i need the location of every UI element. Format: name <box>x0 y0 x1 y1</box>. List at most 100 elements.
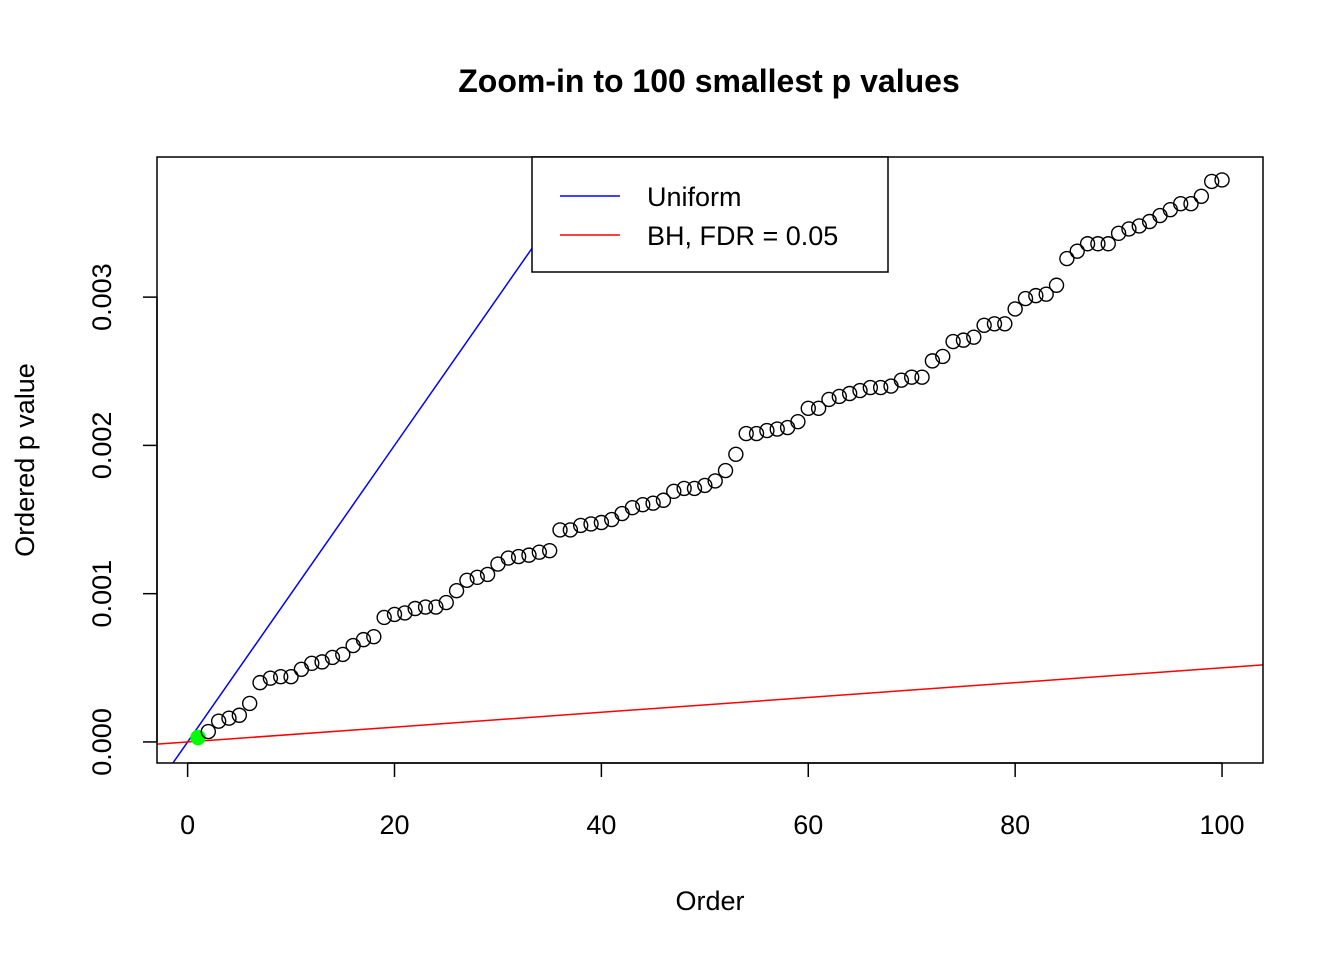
y-tick-label: 0.003 <box>87 263 117 331</box>
data-point <box>1152 207 1168 224</box>
data-point <box>1028 287 1044 304</box>
data-point <box>872 379 889 396</box>
data-point <box>304 655 320 672</box>
data-point <box>459 572 475 589</box>
data-point <box>1162 201 1179 218</box>
data-point <box>335 646 351 663</box>
x-tick-label: 20 <box>379 810 409 840</box>
y-tick-label: 0.000 <box>87 708 117 776</box>
data-point <box>355 631 372 648</box>
data-point <box>904 369 920 385</box>
data-point <box>593 514 610 531</box>
data-point <box>862 379 879 396</box>
data-point <box>728 446 744 462</box>
data-point <box>997 316 1013 332</box>
data-point <box>210 713 227 729</box>
data-point <box>366 628 382 645</box>
y-tick-label: 0.002 <box>87 412 117 480</box>
data-point <box>707 473 723 489</box>
data-point <box>624 499 641 516</box>
data-point <box>552 522 568 538</box>
data-point <box>345 637 361 654</box>
data-point <box>417 599 434 615</box>
data-point <box>324 649 341 666</box>
legend-box <box>531 156 889 273</box>
highlighted-point <box>190 729 206 746</box>
data-point <box>1183 196 1199 212</box>
data-point <box>759 422 775 439</box>
chart-title: Zoom-in to 100 smallest p values <box>458 63 959 99</box>
data-point <box>376 609 392 626</box>
data-point <box>273 669 289 685</box>
data-point <box>221 710 237 726</box>
data-point <box>1059 250 1075 267</box>
data-point <box>1172 196 1189 212</box>
data-point <box>1007 301 1023 317</box>
data-point <box>645 495 661 511</box>
data-point <box>966 329 982 345</box>
data-point <box>1048 277 1065 293</box>
data-point <box>955 332 972 348</box>
data-point <box>583 516 599 532</box>
data-point <box>686 480 703 497</box>
data-point <box>283 669 299 685</box>
data-point <box>779 419 796 436</box>
data-point <box>562 522 579 538</box>
data-point <box>1079 236 1096 252</box>
data-point <box>1203 173 1220 190</box>
data-point <box>831 388 848 405</box>
data-point <box>1017 290 1034 307</box>
data-point <box>293 661 310 677</box>
data-point <box>924 353 941 369</box>
data-point <box>490 556 506 572</box>
x-tick-label: 80 <box>1000 810 1030 840</box>
data-point <box>883 378 899 394</box>
legend-label-uniform: Uniform <box>647 182 742 212</box>
data-point <box>200 723 217 740</box>
data-point <box>769 421 785 437</box>
data-point <box>635 497 651 513</box>
data-point <box>1121 221 1137 237</box>
data-point <box>469 569 485 586</box>
y-axis-label: Ordered p value <box>10 363 40 557</box>
data-point <box>386 606 403 623</box>
x-tick-label: 40 <box>586 810 616 840</box>
x-tick-label: 60 <box>793 810 823 840</box>
data-point <box>986 316 1003 332</box>
data-point <box>1090 236 1106 252</box>
data-point <box>428 599 444 615</box>
data-point <box>841 385 858 402</box>
data-point <box>821 391 837 408</box>
bh-line <box>157 664 1263 745</box>
data-point <box>655 492 672 508</box>
data-point <box>748 425 765 442</box>
x-axis-label: Order <box>675 886 744 916</box>
data-point <box>438 594 454 611</box>
data-point <box>510 548 527 565</box>
data-point <box>521 547 537 563</box>
data-point <box>231 707 248 723</box>
data-point <box>1214 172 1230 188</box>
y-tick-label: 0.001 <box>87 560 117 628</box>
data-point <box>893 372 910 388</box>
data-point <box>717 462 734 479</box>
data-point <box>541 542 558 559</box>
data-point <box>407 600 423 617</box>
data-point <box>531 544 548 560</box>
x-tick-label: 0 <box>180 810 195 840</box>
uniform-line <box>172 157 597 763</box>
data-point <box>676 480 692 497</box>
data-point <box>852 382 868 399</box>
data-point <box>800 400 816 417</box>
data-point <box>810 400 827 417</box>
data-point <box>614 505 630 522</box>
data-point <box>914 369 930 385</box>
data-point <box>1131 218 1147 234</box>
data-point <box>976 317 992 333</box>
data-point <box>252 674 268 691</box>
data-point <box>697 477 713 494</box>
data-point <box>604 511 620 528</box>
data-point <box>1038 286 1054 302</box>
data-point <box>1069 243 1085 259</box>
data-point <box>572 517 589 534</box>
